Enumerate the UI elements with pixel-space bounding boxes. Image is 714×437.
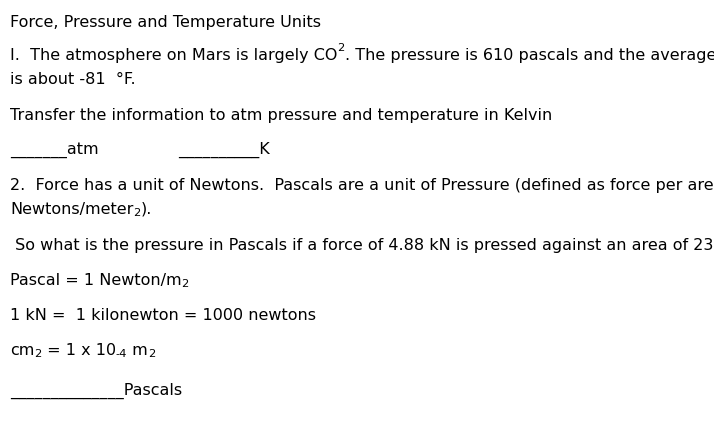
Text: So what is the pressure in Pascals if a force of 4.88 kN is pressed against an a: So what is the pressure in Pascals if a …: [10, 238, 714, 253]
Text: ______________Pascals: ______________Pascals: [10, 383, 182, 399]
Text: = 1 x 10: = 1 x 10: [41, 343, 116, 358]
Text: Pascal = 1 Newton/m: Pascal = 1 Newton/m: [10, 273, 181, 288]
Text: __________K: __________K: [178, 142, 271, 158]
Text: Newtons/meter: Newtons/meter: [10, 202, 134, 217]
Text: Force, Pressure and Temperature Units: Force, Pressure and Temperature Units: [10, 15, 321, 30]
Text: . The pressure is 610 pascals and the average temperature: . The pressure is 610 pascals and the av…: [345, 48, 714, 63]
Text: 2.  Force has a unit of Newtons.  Pascals are a unit of Pressure (defined as for: 2. Force has a unit of Newtons. Pascals …: [10, 178, 714, 193]
Text: _______atm: _______atm: [10, 142, 99, 158]
Text: 2: 2: [181, 279, 189, 289]
Text: 1 kN =  1 kilonewton = 1000 newtons: 1 kN = 1 kilonewton = 1000 newtons: [10, 308, 316, 323]
Text: is about -81  °F.: is about -81 °F.: [10, 72, 136, 87]
Text: ).: ).: [141, 202, 152, 217]
Text: m: m: [127, 343, 148, 358]
Text: -4: -4: [116, 349, 127, 359]
Text: 2: 2: [34, 349, 41, 359]
Text: 2: 2: [148, 349, 155, 359]
Text: Transfer the information to atm pressure and temperature in Kelvin: Transfer the information to atm pressure…: [10, 108, 552, 123]
Text: 2: 2: [338, 43, 345, 53]
Text: cm: cm: [10, 343, 34, 358]
Text: 2: 2: [134, 208, 141, 218]
Text: I.  The atmosphere on Mars is largely CO: I. The atmosphere on Mars is largely CO: [10, 48, 338, 63]
